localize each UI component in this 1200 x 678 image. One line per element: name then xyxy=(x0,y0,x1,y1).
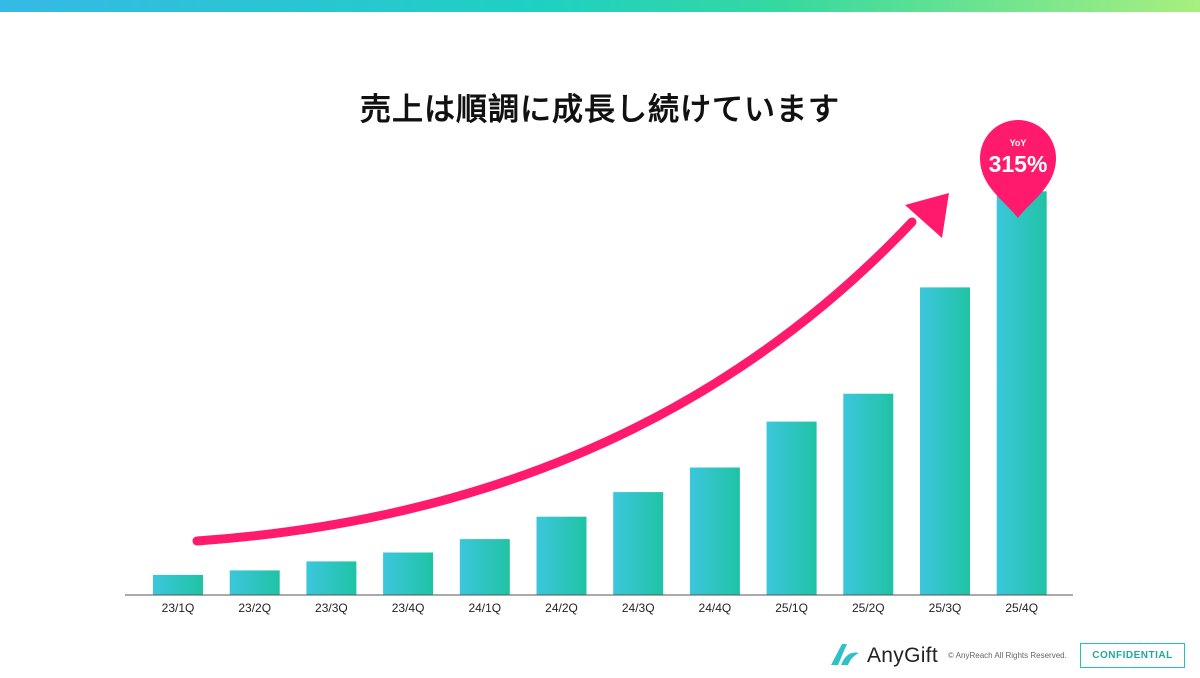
x-tick-label: 24/3Q xyxy=(622,601,655,615)
anygift-logo-icon xyxy=(829,641,861,671)
growth-arrow-curve xyxy=(192,217,917,546)
bar-25-3q xyxy=(920,287,970,595)
bar-23-1q xyxy=(153,574,203,595)
x-tick-label: 23/4Q xyxy=(392,601,425,615)
x-tick-label: 25/3Q xyxy=(929,601,962,615)
footer-brand: AnyGift xyxy=(829,641,938,671)
x-tick-label: 24/4Q xyxy=(699,601,732,615)
bar-23-3q xyxy=(306,561,357,595)
growth-arrow xyxy=(192,193,949,546)
x-tick-label: 25/2Q xyxy=(852,601,885,615)
x-tick-label: 23/2Q xyxy=(238,601,271,615)
bar-24-1q xyxy=(459,539,510,595)
slide-title: 売上は順調に成長し続けています xyxy=(360,92,840,128)
bar-25-4q xyxy=(996,191,1047,596)
bar-24-4q xyxy=(689,467,740,595)
confidential-badge: CONFIDENTIAL xyxy=(1080,643,1185,668)
x-tick-label: 23/3Q xyxy=(315,601,348,615)
bars-group xyxy=(153,191,1047,596)
bar-23-4q xyxy=(383,552,434,595)
x-tick-label: 23/1Q xyxy=(162,601,195,615)
x-tick-label: 24/1Q xyxy=(468,601,501,615)
copyright-text: © AnyReach All Rights Reserved. xyxy=(948,651,1067,660)
yoy-callout: YoY 315% xyxy=(980,120,1056,218)
yoy-callout-pin xyxy=(980,120,1056,218)
x-tick-label: 25/1Q xyxy=(775,601,808,615)
top-gradient-bar xyxy=(0,0,1200,12)
bar-23-2q xyxy=(229,570,280,595)
x-tick-label: 25/4Q xyxy=(1005,601,1038,615)
x-tick-label: 24/2Q xyxy=(545,601,578,615)
x-tick-labels: 23/1Q 23/2Q 23/3Q 23/4Q 24/1Q 24/2Q 24/3Q 24/4Q… xyxy=(162,601,1038,615)
bar-25-1q xyxy=(766,421,817,595)
growth-arrow-head xyxy=(905,193,949,238)
yoy-callout-label: YoY xyxy=(1010,138,1027,148)
bar-24-3q xyxy=(613,492,664,595)
yoy-callout-value: 315% xyxy=(989,151,1048,177)
bar-25-2q xyxy=(843,393,894,595)
brand-name: AnyGift xyxy=(867,644,938,667)
bar-24-2q xyxy=(536,516,587,595)
